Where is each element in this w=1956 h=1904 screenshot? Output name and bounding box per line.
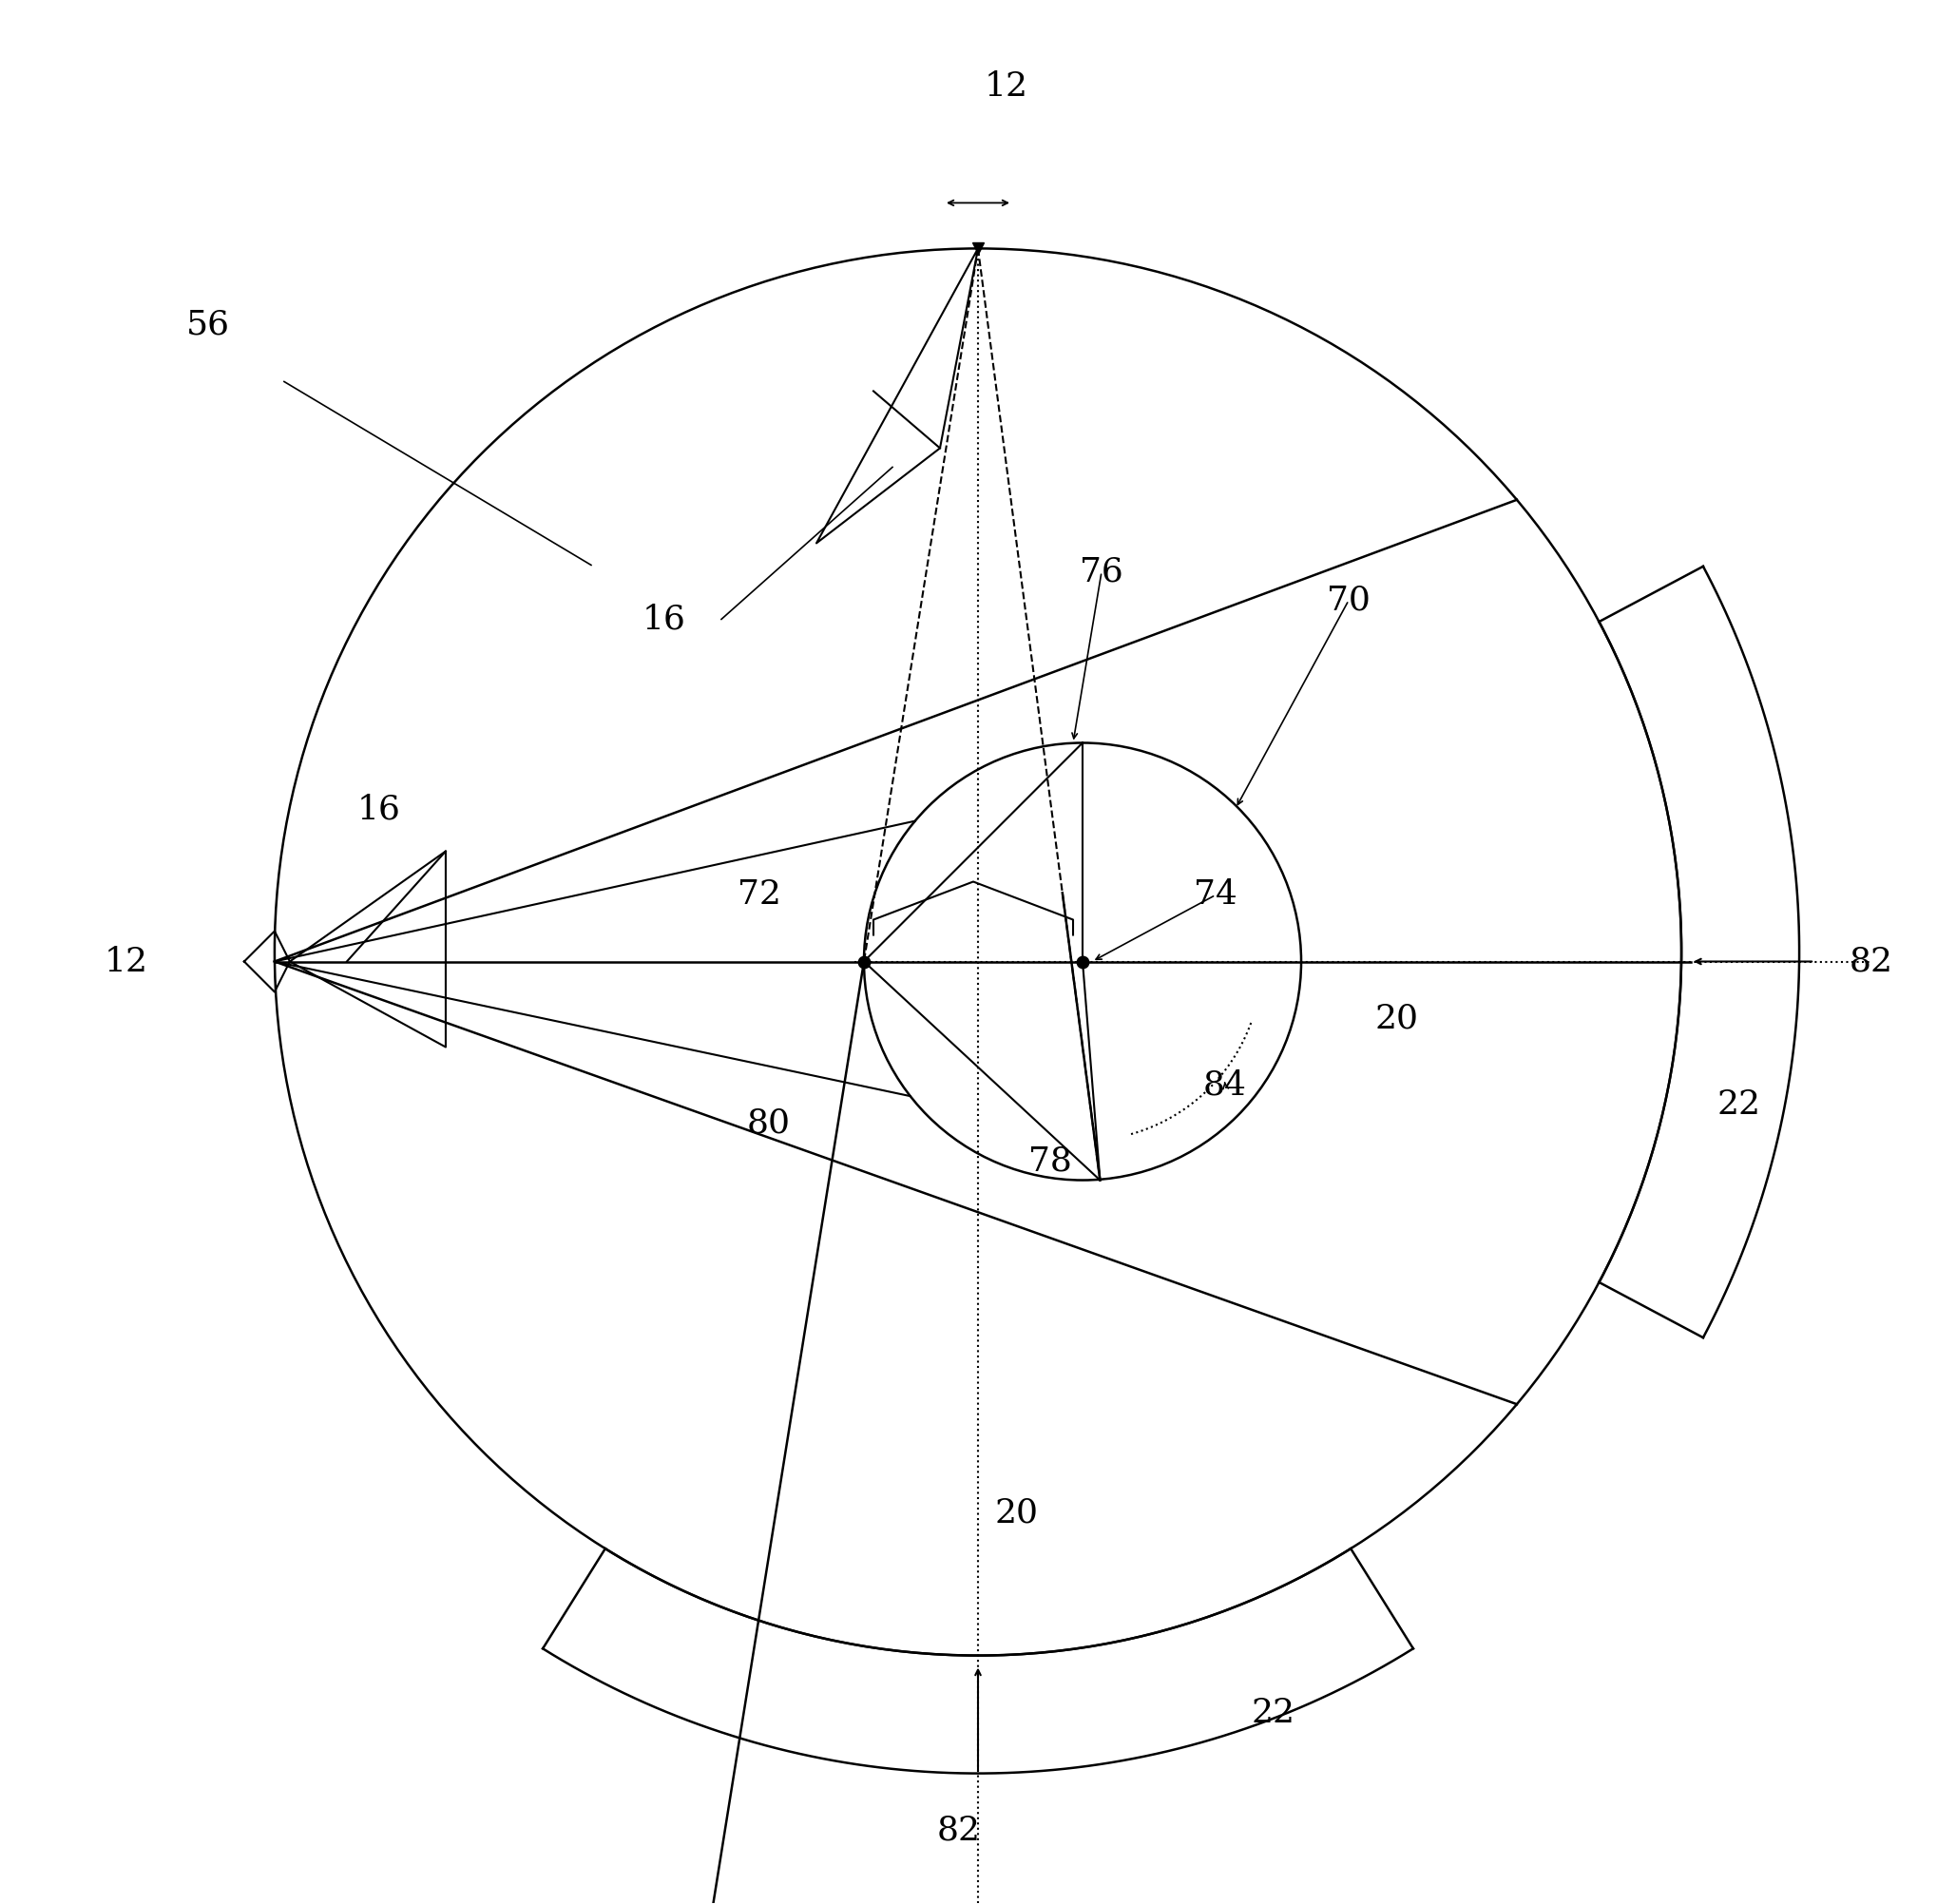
- Text: 70: 70: [1326, 585, 1371, 617]
- Text: 16: 16: [358, 794, 401, 826]
- Text: 12: 12: [984, 70, 1029, 103]
- Text: 12: 12: [104, 946, 149, 977]
- Text: 20: 20: [994, 1497, 1039, 1529]
- Text: 74: 74: [1193, 880, 1238, 912]
- Text: 80: 80: [747, 1106, 790, 1139]
- Text: 56: 56: [186, 308, 231, 341]
- Text: 72: 72: [737, 880, 780, 912]
- Text: 82: 82: [1850, 946, 1893, 977]
- Text: 16: 16: [642, 604, 687, 636]
- Text: 20: 20: [1375, 1002, 1418, 1034]
- Text: 22: 22: [1250, 1696, 1295, 1729]
- Text: 22: 22: [1717, 1087, 1760, 1120]
- Text: 84: 84: [1203, 1068, 1248, 1101]
- Text: 78: 78: [1029, 1144, 1072, 1177]
- Text: 82: 82: [937, 1815, 980, 1847]
- Text: 76: 76: [1080, 556, 1123, 588]
